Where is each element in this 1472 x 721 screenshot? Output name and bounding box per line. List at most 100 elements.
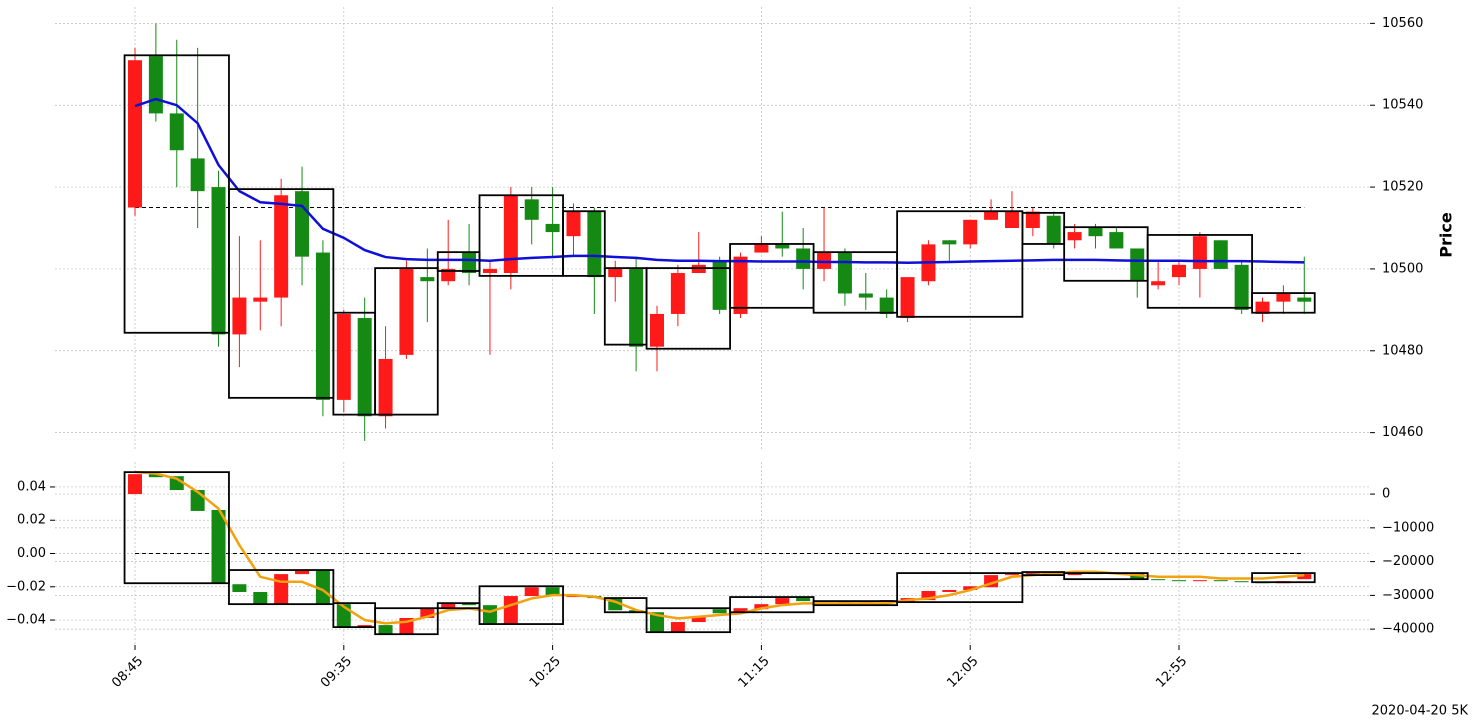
candle-body <box>232 297 247 335</box>
candle-body <box>378 358 393 417</box>
x-tick-label: 08:45 <box>109 654 146 691</box>
range-box <box>1146 234 1253 309</box>
candle-body <box>796 248 811 269</box>
candle-body <box>650 313 664 347</box>
range-box <box>896 572 1024 604</box>
candle-body <box>503 596 518 625</box>
candle-body <box>921 590 936 601</box>
x-tick-label: 11:15 <box>736 654 773 691</box>
candle-body <box>211 509 226 584</box>
y-tick-label: 10480 <box>1382 343 1423 358</box>
candle-body <box>1067 232 1082 241</box>
range-box <box>645 607 731 634</box>
candle-body <box>775 598 790 605</box>
candle-body <box>253 591 268 605</box>
candle-body <box>315 570 330 605</box>
candle-body <box>148 56 163 114</box>
candle-body <box>1004 211 1019 228</box>
y-tick-label: −0.02 <box>6 579 46 594</box>
candle-body <box>295 570 310 575</box>
candle-body <box>587 211 602 278</box>
candle-body <box>462 603 477 606</box>
candle-body <box>942 240 957 245</box>
candle-body <box>336 313 351 400</box>
range-box <box>603 597 648 614</box>
candle-body <box>1109 232 1124 249</box>
y-tick-label: −10000 <box>1382 520 1434 535</box>
y-tick-label: 10500 <box>1382 261 1423 276</box>
candle-body <box>357 625 372 628</box>
range-box <box>812 600 899 607</box>
candle-body <box>148 474 163 478</box>
x-axis-label: 2020-04-20 5K <box>1372 704 1469 719</box>
candle-body <box>670 273 685 314</box>
y-tick-label: 10460 <box>1382 425 1423 440</box>
range-box <box>478 585 564 625</box>
candle-body <box>1276 293 1291 302</box>
candle-body <box>545 223 560 233</box>
line <box>134 470 1305 625</box>
candle-body <box>128 60 142 208</box>
range-box <box>1251 292 1316 314</box>
candle-body <box>295 191 310 257</box>
candle-body <box>1151 281 1166 286</box>
candle-body <box>796 597 811 602</box>
candle-body <box>190 158 205 192</box>
candle-body <box>963 586 978 590</box>
candle-body <box>1213 580 1228 582</box>
candle-body <box>900 277 915 319</box>
range-box <box>562 210 606 277</box>
candle-body <box>754 604 769 610</box>
y-tick-label: 10520 <box>1382 180 1423 195</box>
candle-body <box>1025 573 1040 575</box>
range-box <box>374 607 439 636</box>
candle-body <box>1172 264 1186 278</box>
candle-body <box>503 195 518 274</box>
candle-body <box>1151 579 1166 581</box>
candle-body <box>837 252 852 294</box>
x-tick-label: 10:25 <box>527 654 564 691</box>
candle-body <box>733 256 748 314</box>
candle-body <box>462 252 477 274</box>
candle-body <box>712 609 727 614</box>
candle-body <box>1234 581 1249 583</box>
x-tick-label: 12:05 <box>944 654 981 691</box>
range-box <box>228 188 335 399</box>
candle-body <box>1172 580 1186 582</box>
candle-body <box>253 297 268 302</box>
x-tick-label: 12:55 <box>1153 654 1190 691</box>
range-box <box>228 569 335 606</box>
candle-body <box>712 260 727 310</box>
candle-body <box>566 596 581 598</box>
candle-body <box>670 622 685 633</box>
y-tick-label: −0.04 <box>6 613 46 628</box>
candle-body <box>984 211 999 220</box>
candle-body <box>545 587 560 597</box>
candle-body <box>1004 574 1019 576</box>
y-tick-label: 10560 <box>1382 16 1423 31</box>
y-tick-label: 0 <box>1382 487 1390 502</box>
candle-body <box>754 244 769 253</box>
y-tick-label: 0.00 <box>17 546 46 561</box>
candle-body <box>1192 580 1207 582</box>
candle-body <box>1130 248 1145 282</box>
candle-body <box>482 605 497 625</box>
candle-body <box>1046 215 1061 245</box>
y-axis-label: Price <box>1437 212 1456 258</box>
candle-body <box>1297 297 1312 302</box>
candle-body <box>566 211 581 237</box>
candle-body <box>1088 228 1103 237</box>
candle-body <box>128 474 142 495</box>
candle-body <box>274 195 289 298</box>
y-tick-label: −20000 <box>1382 554 1434 569</box>
y-tick-label: −40000 <box>1382 622 1434 637</box>
candle-body <box>650 612 664 633</box>
candle-body <box>1067 573 1082 576</box>
candle-body <box>733 608 748 614</box>
candle-body <box>629 268 644 347</box>
candle-body <box>1213 240 1228 269</box>
y-tick-label: −30000 <box>1382 588 1434 603</box>
candle-body <box>879 297 894 314</box>
